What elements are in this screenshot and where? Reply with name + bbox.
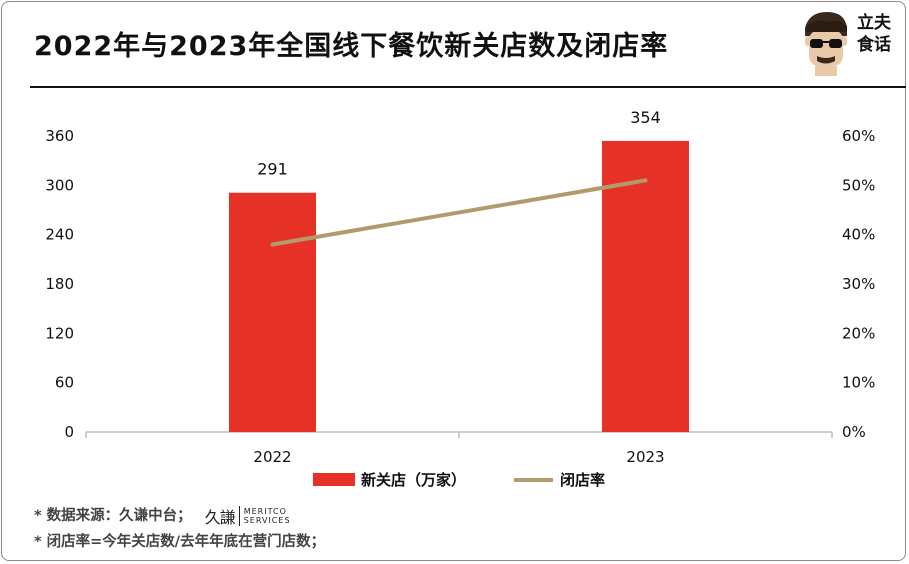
right-tick-label: 20% (842, 324, 875, 342)
left-tick-label: 240 (45, 226, 74, 244)
left-tick-label: 0 (64, 423, 74, 441)
bar (229, 192, 316, 432)
logo-line1: MERITCO (243, 507, 287, 516)
legend-bar-label: 新关店（万家） (361, 471, 466, 489)
right-tick-label: 50% (842, 176, 875, 194)
line-series (270, 178, 648, 247)
left-tick-label: 180 (45, 275, 74, 293)
left-axis: 0 60 120 180 240 300 360 (45, 127, 74, 441)
logo-line2: SERVICES (243, 516, 291, 525)
brand-name-text: 立夫 食话 (857, 13, 891, 55)
legend-line-label: 闭店率 (560, 471, 605, 489)
x-axis: 2022 2023 (85, 431, 833, 466)
left-tick-label: 120 (45, 324, 74, 342)
right-axis: 0% 10% 20% 30% 40% 50% 60% (842, 127, 875, 441)
bar-value-label: 354 (630, 108, 661, 127)
logo-glyph: 久謙 (204, 508, 236, 527)
brand-name: 立夫 食话 (856, 12, 892, 56)
logo-separator (238, 506, 240, 526)
closure-rate-line (270, 178, 648, 247)
bar-series: 291 354 (229, 108, 689, 432)
right-tick-label: 60% (842, 127, 875, 145)
legend-bar-swatch (313, 473, 355, 486)
legend: 新关店（万家） 闭店率 (313, 471, 605, 489)
bar (602, 140, 689, 432)
left-tick-label: 300 (45, 176, 74, 194)
footnote-source: * 数据来源：久谦中台； 久謙 MERITCO SERVICES (34, 504, 291, 528)
right-tick-label: 0% (842, 423, 866, 441)
footnote-definition: * 闭店率=今年关店数/去年年底在营门店数； (34, 534, 326, 550)
source-label: * 数据来源：久谦中台； (34, 508, 192, 524)
chart-title: 2022年与2023年全国线下餐饮新关店数及闭店率 (34, 31, 669, 62)
logo-words: MERITCO SERVICES (244, 507, 291, 525)
bar-value-label: 291 (257, 160, 288, 179)
left-tick-label: 360 (45, 127, 74, 145)
right-tick-label: 40% (842, 226, 875, 244)
right-tick-label: 10% (842, 374, 875, 392)
x-tick-label: 2023 (626, 448, 664, 466)
brand-avatar-icon (805, 12, 847, 76)
right-tick-label: 30% (842, 275, 875, 293)
x-tick-label: 2022 (253, 448, 291, 466)
title-divider (30, 86, 906, 88)
meritco-logo: 久謙 MERITCO SERVICES (205, 504, 291, 528)
left-tick-label: 60 (55, 374, 74, 392)
